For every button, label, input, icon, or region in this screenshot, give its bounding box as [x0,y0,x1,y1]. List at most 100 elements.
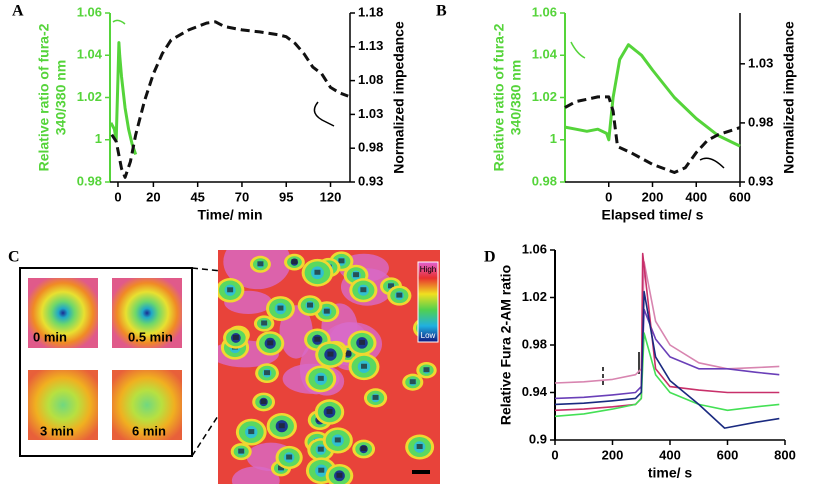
cell-tag [334,437,341,443]
cell-tag [318,467,325,473]
y2-tick-label: 1.03 [748,55,773,70]
x-tick-label: 200 [602,447,624,462]
inset-image [112,278,182,348]
cell-tag [291,259,298,265]
y-tick-label: 0.9 [529,431,547,446]
cell-tag [416,444,423,450]
y-tick-label: 0.98 [77,173,102,188]
series-line [564,95,741,174]
arrow [699,157,725,169]
y-tick-label: 1.06 [532,4,557,19]
y2-tick-label: 0.93 [748,173,773,188]
colorbar-low: Low [421,331,436,340]
y-tick-label: 1 [550,131,557,146]
cell-tag [238,448,245,454]
x-tick-label: 95 [279,189,293,204]
annotation-arrows [112,19,725,385]
series-line [554,308,780,400]
inset-image [28,278,98,348]
cell-tag [423,367,430,373]
cell-tag [267,340,274,346]
cell-tag [264,370,271,376]
y-axis-label: 340/380 nm [53,60,69,136]
y-tick-label: 1.04 [532,47,558,62]
series-line [110,20,349,179]
y2-axis-label: Normalized impedance [391,21,407,174]
cell-tag [372,394,379,400]
x-tick-label: 70 [235,189,249,204]
arrow [112,19,126,25]
y-axis-label: Relative ratio of fura-2 [491,23,507,171]
colorbar [417,261,439,343]
y2-axis-label: Normalized impedance [781,21,797,174]
y2-tick-label: 1.08 [358,72,383,87]
cell-tag [278,465,285,471]
x-axis-label: Elapsed time/ s [602,207,704,223]
cell-tag [286,454,293,460]
cell-tag [314,269,321,275]
y2-tick-label: 1.18 [358,4,383,19]
y-tick-label: 1.06 [522,241,547,256]
cell-tag [388,283,395,289]
cell-tag [261,320,268,326]
cell-tag [360,287,367,293]
cell-tag [307,302,314,308]
x-tick-label: 20 [146,189,160,204]
cell-tag [317,375,324,381]
cell-tag [227,287,234,293]
panel-label: A [12,3,24,20]
x-tick-label: 200 [642,189,664,204]
panel-label: B [436,3,447,20]
cell-tag [345,350,352,356]
cell-tag [232,334,239,340]
series-line [554,261,780,384]
y2-tick-label: 1.13 [358,38,383,53]
x-tick-label: 45 [190,189,204,204]
y-tick-label: 1 [95,131,102,146]
y2-tick-label: 0.93 [358,173,383,188]
y-tick-label: 1.02 [532,89,557,104]
y2-tick-label: 1.03 [358,106,383,121]
cell-tag [314,336,321,342]
x-tick-label: 400 [659,447,681,462]
micrograph [218,250,440,484]
x-axis-label: Time/ min [197,207,262,223]
scale-bar [412,470,430,474]
arrow [313,101,335,127]
y-axis-label: 340/380 nm [508,60,524,136]
inset-label: 0 min [33,329,67,344]
series-line [554,332,780,418]
y-tick-label: 0.98 [532,173,557,188]
y2-tick-label: 0.98 [358,140,383,155]
cell-tag [278,423,285,429]
panel-label: D [484,249,496,266]
cell-tag [409,379,416,385]
series-line [554,290,780,429]
inset-label: 3 min [40,423,74,438]
cell-tag [396,292,403,298]
arrow [570,41,586,59]
cell-tag [248,429,255,435]
cell-tag [317,446,324,452]
x-tick-label: 600 [717,447,739,462]
x-tick-label: 800 [774,447,796,462]
series-line [564,43,741,148]
y-tick-label: 1.02 [77,89,102,104]
cell-tag [323,308,330,314]
cell-tag [277,305,284,311]
x-tick-label: 0 [114,189,121,204]
cell-tag [257,261,264,267]
x-tick-label: 400 [685,189,707,204]
cell-tag [353,272,360,278]
y-axis-label: Relative Fura 2-AM ratio [498,265,514,425]
cell-tag [326,409,333,415]
cell-tag [327,351,334,357]
series-line [109,41,138,155]
inset-label: 0.5 min [128,329,173,344]
y-axis-label: Relative ratio of fura-2 [36,23,52,171]
x-tick-label: 120 [320,189,342,204]
x-tick-label: 600 [729,189,751,204]
x-tick-label: 0 [605,189,612,204]
cell-tag [358,339,365,345]
